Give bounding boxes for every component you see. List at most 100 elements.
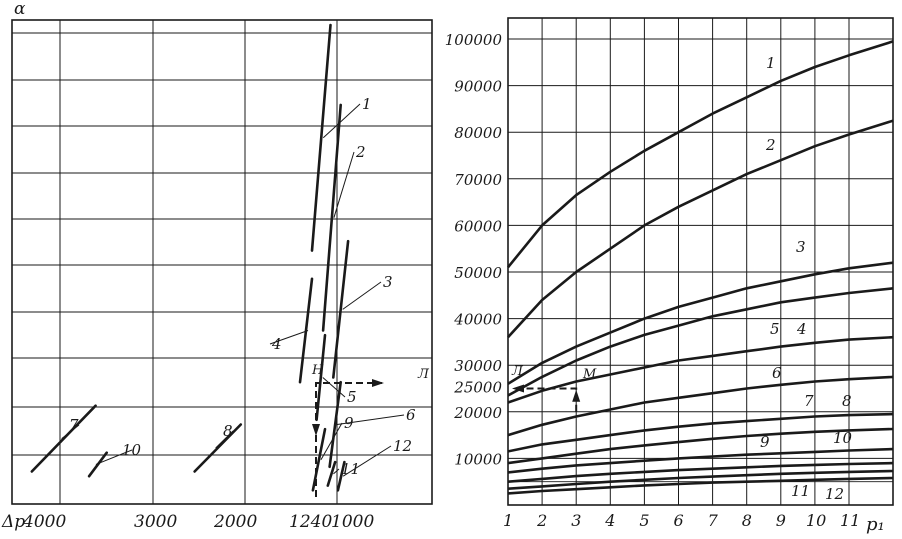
- right-y-tick-label: 90000: [454, 78, 502, 96]
- right-y-tick-label: 40000: [453, 311, 502, 329]
- right-x-axis-label: p₁: [866, 514, 885, 535]
- right-curve-10: [507, 461, 894, 483]
- left-curve-6: [328, 380, 343, 469]
- right-x-tick-label: 8: [742, 511, 752, 530]
- right-x-tick-label: 7: [708, 511, 719, 530]
- left-leader-line: [215, 430, 234, 449]
- right-y-tick-label: 30000: [454, 357, 502, 375]
- left-curve-label-2: 2: [355, 143, 366, 161]
- left-leader-line: [333, 468, 340, 475]
- right-y-tick-label: 25000: [453, 379, 502, 397]
- left-construction-lines: [312, 379, 384, 497]
- right-annotation-m: М: [582, 367, 597, 382]
- left-leader-line: [61, 424, 80, 439]
- left-curve-9: [311, 427, 327, 492]
- right-y-tick-label: 60000: [454, 217, 502, 235]
- left-curve-label-1: 1: [362, 95, 372, 113]
- left-curve-3: [331, 239, 350, 379]
- left-curve-label-7: 7: [69, 416, 79, 434]
- right-x-tick-label: 2: [536, 511, 547, 530]
- right-construction-lines: [512, 384, 581, 412]
- left-curve-4: [298, 277, 314, 384]
- right-curve-label-11: 11: [791, 482, 810, 500]
- right-y-tick-label: 20000: [453, 404, 502, 422]
- right-chart-tick-labels: 1 2 3 4 5 6 7 8 9 10 11100002000025000300004000050…: [445, 31, 861, 530]
- left-curve-11: [326, 460, 337, 487]
- right-y-tick-label: 50000: [454, 264, 502, 282]
- right-curve-label-6: 6: [772, 364, 782, 382]
- right-y-tick-label: 100000: [445, 31, 503, 49]
- left-leader-line: [320, 422, 343, 460]
- left-leader-line: [342, 445, 392, 477]
- left-x-tick-label: 3000: [134, 512, 177, 532]
- left-curve-label-4: 4: [271, 335, 282, 353]
- left-curve-2: [321, 103, 343, 332]
- right-curve-label-5: 5: [770, 320, 780, 338]
- right-y-tick-label: 10000: [454, 450, 502, 468]
- left-x-tick-label: 1240: [289, 512, 332, 532]
- right-x-tick-label: 10: [806, 511, 826, 530]
- right-curve-label-3: 3: [796, 238, 806, 256]
- left-curve-1: [310, 23, 332, 252]
- left-x-tick-label: 1000: [331, 512, 374, 532]
- left-curve-label-12: 12: [393, 437, 412, 455]
- left-chart-panel: α Δp 4000 3000 2000 1240 1000 Н Л 123456…: [1, 0, 433, 532]
- right-curve-8: [507, 427, 894, 465]
- left-leader-line: [322, 377, 346, 398]
- left-annotation-h: Н: [311, 363, 324, 378]
- left-leader-line: [269, 330, 309, 345]
- right-dashed-guide: [526, 387, 578, 412]
- left-chart-text: α Δp 4000 3000 2000 1240 1000 Н Л 123456…: [1, 0, 430, 532]
- left-x-tick-label: 4000: [22, 512, 66, 532]
- left-curve-12: [336, 460, 346, 492]
- left-curve-label-11: 11: [341, 460, 360, 478]
- left-leader-line: [342, 281, 382, 310]
- right-curve-label-1: 1: [766, 54, 776, 72]
- right-x-tick-label: 3: [571, 511, 581, 530]
- right-x-tick-label: 9: [776, 511, 786, 530]
- left-curve-10: [87, 451, 108, 478]
- right-chart-panel: 1 2 3 4 5 6 7 8 9 10 11100002000025000300004000050…: [445, 17, 894, 535]
- left-leader-line: [95, 449, 133, 465]
- right-y-tick-label: 80000: [454, 124, 502, 142]
- right-curve-label-4: 4: [796, 320, 807, 338]
- right-curve-label-10: 10: [833, 429, 853, 447]
- left-annotation-l: Л: [417, 367, 430, 382]
- left-x-tick-label: 2000: [213, 512, 257, 532]
- left-x-axis-label: Δp: [1, 512, 25, 532]
- right-curve-9: [507, 447, 894, 474]
- right-arrow-head: [572, 389, 581, 402]
- left-curve-label-8: 8: [223, 422, 233, 440]
- right-x-tick-label: 5: [639, 511, 649, 530]
- right-y-tick-label: 70000: [454, 171, 502, 189]
- left-curve-label-9: 9: [344, 414, 354, 432]
- right-curve-6: [507, 375, 894, 437]
- right-curve-label-9: 9: [760, 433, 770, 451]
- left-chart-curves: [30, 23, 405, 492]
- right-annotation-l: Л: [511, 364, 524, 379]
- right-curve-4: [507, 287, 894, 397]
- left-curve-label-10: 10: [122, 441, 142, 459]
- left-dashed-guide: [315, 382, 382, 497]
- right-chart-curves: [506, 40, 894, 495]
- right-x-tick-label: 6: [674, 511, 684, 530]
- right-curve-5: [507, 335, 894, 404]
- right-curve-7: [507, 412, 894, 453]
- right-curve-label-2: 2: [765, 136, 776, 154]
- right-curve-label-7: 7: [804, 392, 814, 410]
- left-y-axis-label: α: [14, 0, 26, 19]
- left-curve-7: [30, 404, 97, 473]
- left-curve-label-5: 5: [347, 388, 357, 406]
- right-curve-3: [507, 261, 894, 385]
- right-arrow-head: [512, 384, 524, 393]
- left-chart-grid: [12, 20, 433, 504]
- left-leader-line: [333, 151, 355, 218]
- right-curve-2: [507, 119, 894, 339]
- left-curve-label-6: 6: [406, 406, 416, 424]
- left-curve-5: [315, 333, 327, 422]
- right-curve-1: [506, 40, 894, 269]
- left-leader-line: [337, 414, 405, 425]
- left-leader-line: [322, 103, 361, 139]
